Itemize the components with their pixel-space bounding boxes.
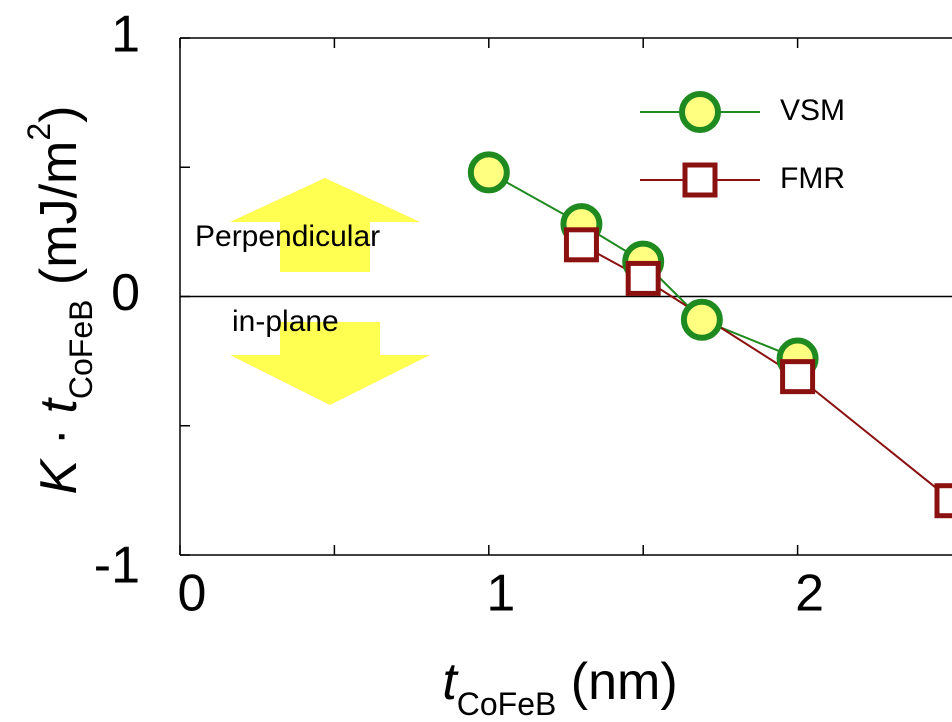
marker (566, 230, 596, 260)
x-label-part: CoFeB (457, 686, 557, 722)
x-tick-label: 0 (178, 565, 207, 623)
y-label-part: K (30, 457, 88, 494)
y-label-part: 2 (21, 123, 57, 141)
y-axis-label: K · tCoFeB (mJ/m2) (21, 106, 99, 495)
y-tick-label: 0 (111, 264, 140, 322)
chart: Perpendicular in-plane tCoFeB (nm) K · t… (0, 0, 952, 722)
y-label-part: (mJ/m (30, 141, 88, 300)
marker (937, 486, 952, 516)
annotation: Perpendicular (195, 220, 380, 253)
y-label-part: · (30, 414, 88, 460)
marker (471, 154, 507, 190)
x-label-part: (nm) (556, 653, 677, 711)
x-axis-label: tCoFeB (nm) (442, 653, 677, 722)
x-tick-label: 1 (486, 565, 515, 623)
x-tick-label: 2 (795, 565, 824, 623)
y-label-part: ) (30, 106, 88, 123)
y-tick-label: 1 (111, 6, 140, 64)
marker (783, 362, 813, 392)
y-label-part: CoFeB (63, 300, 99, 400)
legend-marker (682, 94, 718, 130)
marker (684, 302, 720, 338)
marker (628, 263, 658, 293)
y-tick-label: -1 (94, 537, 140, 595)
legend-marker (685, 165, 715, 195)
legend-label: VSM (780, 94, 845, 127)
annotation: in-plane (232, 305, 339, 338)
legend-label: FMR (780, 162, 845, 195)
